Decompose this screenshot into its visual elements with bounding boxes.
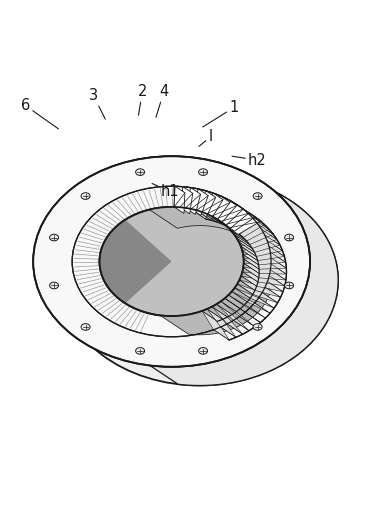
Polygon shape — [237, 229, 277, 248]
Polygon shape — [238, 284, 278, 303]
Ellipse shape — [81, 193, 90, 199]
Polygon shape — [243, 252, 286, 265]
Text: l: l — [199, 129, 213, 146]
Polygon shape — [242, 246, 284, 260]
Polygon shape — [196, 190, 220, 220]
Polygon shape — [232, 291, 270, 313]
Polygon shape — [235, 288, 274, 308]
Ellipse shape — [61, 175, 338, 385]
Polygon shape — [244, 263, 286, 274]
Polygon shape — [186, 188, 200, 214]
Polygon shape — [197, 191, 216, 217]
Polygon shape — [174, 186, 185, 213]
Polygon shape — [244, 258, 286, 269]
Polygon shape — [212, 199, 237, 223]
Polygon shape — [99, 220, 172, 303]
Polygon shape — [220, 206, 254, 231]
Polygon shape — [229, 295, 266, 318]
Polygon shape — [225, 298, 261, 323]
Ellipse shape — [253, 324, 262, 330]
Ellipse shape — [199, 169, 207, 175]
Ellipse shape — [136, 348, 145, 354]
Polygon shape — [216, 304, 249, 331]
Polygon shape — [216, 202, 248, 229]
Polygon shape — [224, 210, 259, 234]
Polygon shape — [207, 196, 230, 220]
Polygon shape — [149, 207, 272, 335]
Ellipse shape — [253, 193, 262, 199]
Polygon shape — [201, 193, 227, 222]
Polygon shape — [174, 186, 250, 228]
Polygon shape — [180, 187, 193, 214]
Text: h2: h2 — [232, 153, 267, 167]
Polygon shape — [239, 235, 280, 253]
Polygon shape — [231, 219, 269, 241]
Text: 4: 4 — [156, 84, 168, 117]
Ellipse shape — [50, 234, 58, 241]
Polygon shape — [212, 307, 243, 334]
Polygon shape — [241, 276, 283, 292]
Ellipse shape — [99, 207, 244, 316]
Polygon shape — [241, 241, 282, 256]
Polygon shape — [243, 267, 286, 280]
Polygon shape — [190, 189, 213, 219]
Polygon shape — [225, 211, 255, 231]
Text: 1: 1 — [203, 100, 239, 127]
Text: 6: 6 — [21, 98, 58, 129]
Polygon shape — [229, 215, 260, 234]
Polygon shape — [202, 193, 223, 219]
Polygon shape — [202, 311, 229, 340]
Ellipse shape — [81, 324, 90, 330]
Polygon shape — [239, 280, 280, 298]
Text: 3: 3 — [89, 88, 105, 119]
Polygon shape — [221, 301, 255, 327]
Polygon shape — [191, 189, 208, 215]
Polygon shape — [243, 272, 285, 286]
Ellipse shape — [285, 282, 294, 289]
Ellipse shape — [199, 348, 207, 354]
Ellipse shape — [33, 156, 310, 367]
Polygon shape — [207, 309, 236, 337]
Ellipse shape — [50, 282, 58, 289]
Polygon shape — [216, 202, 243, 225]
Polygon shape — [206, 196, 234, 224]
Polygon shape — [211, 198, 241, 226]
Polygon shape — [234, 224, 273, 245]
Polygon shape — [129, 156, 338, 385]
Ellipse shape — [285, 234, 294, 241]
Polygon shape — [221, 207, 249, 228]
Ellipse shape — [136, 169, 145, 175]
Text: h1: h1 — [152, 184, 179, 199]
Text: 2: 2 — [138, 84, 147, 115]
Polygon shape — [228, 214, 264, 237]
